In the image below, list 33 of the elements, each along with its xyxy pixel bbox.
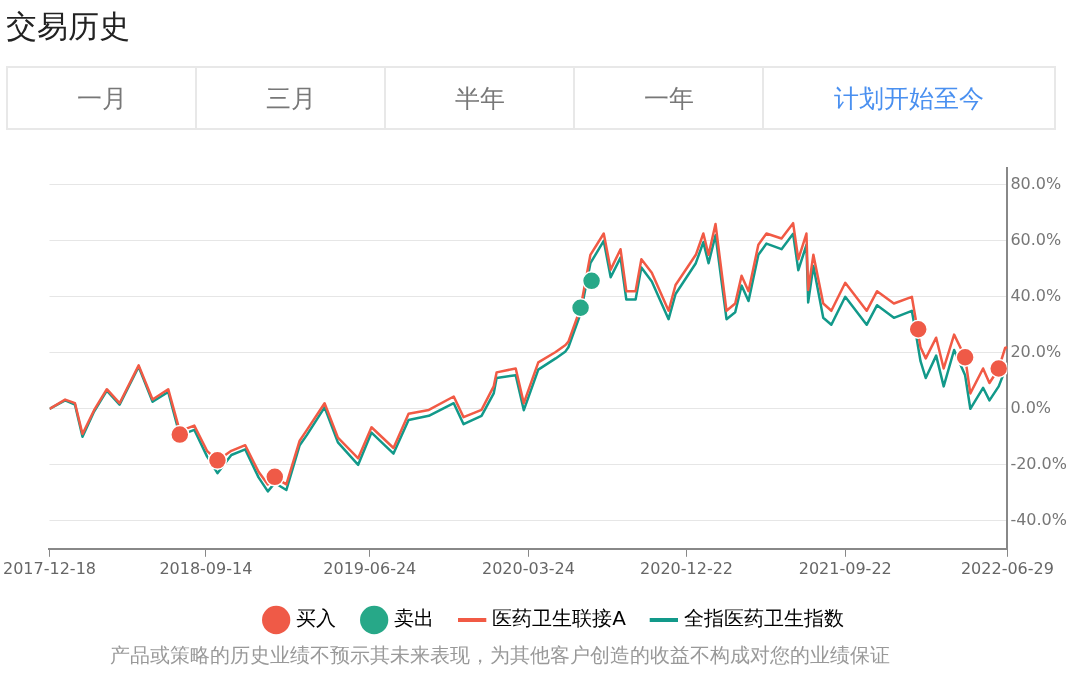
- y-tick-label: 80.0%: [1010, 173, 1062, 193]
- y-tick-label: -20.0%: [1010, 453, 1068, 473]
- x-tick-label: 2019-06-24: [323, 558, 417, 578]
- chart-title: 交易历史: [6, 7, 130, 46]
- text: 一年: [575, 68, 765, 128]
- point: [570, 297, 591, 318]
- legend-label: 买入: [296, 606, 337, 631]
- y-tick-label: -40.0%: [1010, 509, 1068, 529]
- legend-label: 全指医药卫生指数: [683, 606, 844, 631]
- x-tick-label: 2020-03-24: [481, 558, 575, 578]
- text: 计划开始至今: [833, 82, 986, 115]
- text: 产品或策略的历史业绩不预示其未来表现，为其他客户创造的收益不构成对您的业绩保证: [109, 642, 891, 669]
- legend-label: 卖出: [394, 606, 435, 631]
- x-tick-label: 2022-06-29: [960, 558, 1054, 578]
- point: [955, 347, 975, 368]
- x-tick-label: 2020-12-22: [640, 558, 734, 578]
- point: [265, 467, 285, 487]
- y-tick-label: 0.0%: [1010, 397, 1052, 417]
- legend-label: 医药卫生联接A: [492, 606, 627, 631]
- point: [908, 319, 928, 340]
- y-tick-label: 40.0%: [1010, 285, 1062, 305]
- point: [581, 271, 602, 291]
- x-tick-label: 2018-09-14: [159, 558, 253, 578]
- point: [988, 358, 1008, 379]
- point: [207, 450, 228, 471]
- x-tick-label: 2021-09-22: [798, 558, 892, 578]
- x-tick-label: 2017-12-18: [3, 558, 96, 578]
- text: 一月: [8, 68, 198, 128]
- text: 半年: [386, 68, 576, 128]
- text: 三月: [197, 68, 387, 128]
- point: [170, 424, 190, 445]
- y-tick-label: 60.0%: [1010, 229, 1062, 249]
- y-tick-label: 20.0%: [1010, 341, 1062, 361]
